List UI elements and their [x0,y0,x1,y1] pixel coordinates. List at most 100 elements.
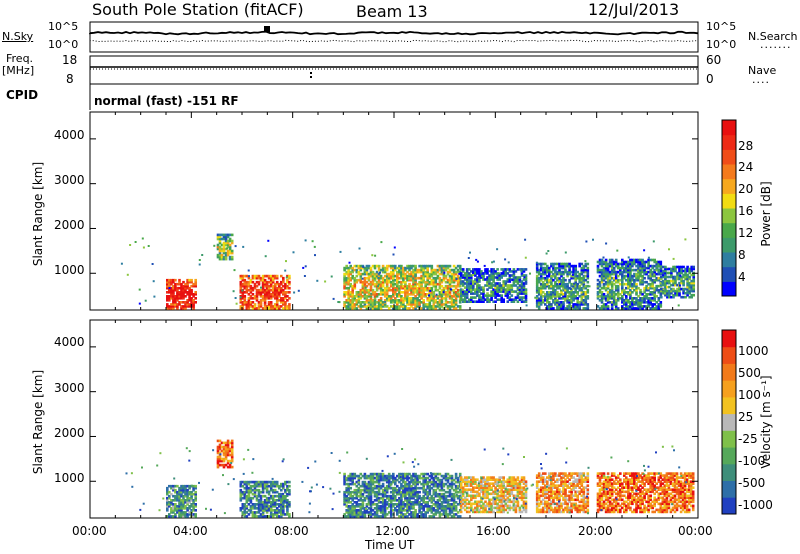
power-cell [651,272,654,276]
power-cell [371,278,375,282]
velocity-cell [259,501,263,504]
power-cell [655,307,658,310]
power-cell [192,295,195,298]
power-speckle [672,257,675,260]
power-cell [261,297,265,300]
power-cell [600,291,604,294]
power-cell [271,288,275,292]
power-cell [653,268,656,272]
power-cell [422,274,425,278]
velocity-cell [361,505,365,508]
velocity-cell [396,513,399,516]
velocity-cell [288,505,291,508]
velocity-cell [377,484,381,488]
power-cell [631,268,634,272]
power-cell [414,264,417,268]
power-cell [522,278,526,281]
velocity-cell [402,472,405,476]
velocity-cell [365,505,369,508]
power-cell [465,284,469,287]
velocity-cell [402,484,405,488]
velocity-cell [253,486,257,490]
power-cell [448,305,452,308]
power-cell [458,305,462,308]
velocity-cell [496,480,499,483]
power-cell [629,276,632,280]
velocity-cell [428,492,432,496]
power-cell [518,296,522,299]
velocity-cell [465,502,469,506]
power-cell [664,267,667,271]
velocity-cell [361,480,365,484]
power-cell [278,307,281,310]
power-cell [385,299,389,302]
power-cell [381,280,385,284]
power-cell [245,286,249,290]
power-cell [655,276,658,280]
velocity-cell [178,505,181,508]
power-cell [562,280,565,284]
power-cell [480,300,483,303]
velocity-cell [263,484,267,488]
power-cell [666,285,669,289]
velocity-cell [377,480,381,484]
power-cell [645,286,648,290]
velocity-cell [458,494,462,498]
power-cell [389,266,393,270]
velocity-cell [414,503,417,506]
power-cell [490,292,493,295]
velocity-cell [494,480,497,483]
power-cell [365,270,369,274]
velocity-cell [174,505,177,508]
power-cell [664,285,667,289]
velocity-cell [420,503,423,506]
power-cell [600,274,604,278]
velocity-cell [406,507,409,510]
velocity-cell [375,507,379,510]
power-cell [406,278,409,282]
velocity-cell [230,449,234,453]
power-cell [452,301,456,304]
power-speckle [362,266,365,268]
velocity-cell [230,459,234,463]
velocity-cell [396,478,399,482]
velocity-cell [446,515,450,518]
velocity-cell [284,482,287,486]
power-cell [580,270,584,274]
power-cell [600,293,604,296]
power-cell [604,260,608,264]
power-cell [286,307,289,310]
power-cell [490,284,493,287]
power-cell [688,271,691,275]
power-cell [582,286,586,290]
power-cell [275,286,279,290]
velocity-cell [406,482,409,486]
power-cell [564,291,567,294]
power-cell [420,270,423,274]
power-speckle [538,277,541,280]
power-cell [452,270,456,274]
power-cell [657,288,661,292]
power-cell [426,288,429,292]
velocity-cell [180,488,183,492]
power-cell [438,303,442,306]
velocity-cell [190,496,193,500]
velocity-cell [184,505,187,508]
velocity-cell [375,503,379,506]
velocity-cell [422,505,425,508]
velocity-cell [424,501,427,504]
power-cell [668,271,671,275]
power-cell [432,268,436,272]
velocity-cell [442,513,446,516]
power-cell [420,276,423,280]
power-cell [504,284,508,287]
power-cell [514,284,518,287]
power-cell [454,303,458,306]
power-cell [516,282,520,285]
velocity-cell [456,476,460,480]
velocity-cell [465,498,469,502]
power-cell [478,298,481,301]
power-cell [245,280,249,284]
power-cell [404,282,407,286]
power-speckle [588,285,591,288]
